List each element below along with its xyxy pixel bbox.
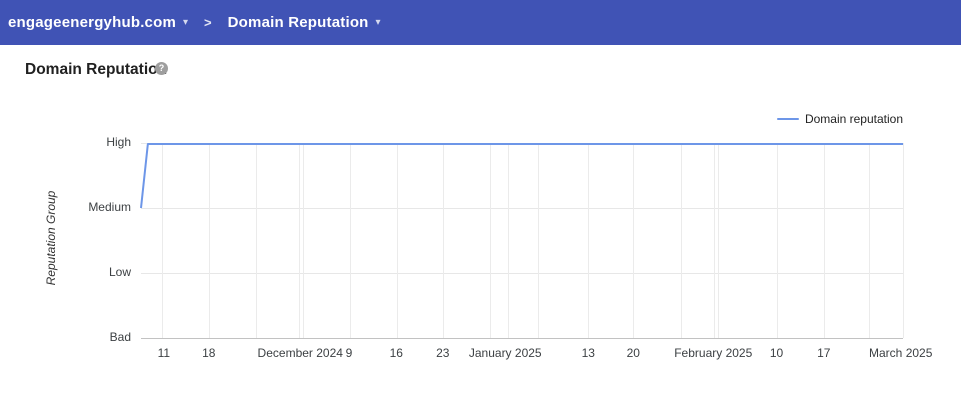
- x-axis-label: 20: [626, 346, 640, 360]
- vertical-gridline: [303, 143, 305, 338]
- x-axis-label: February 2025: [674, 346, 753, 360]
- chart-plot-area[interactable]: [140, 143, 904, 339]
- vertical-gridline: [903, 143, 904, 338]
- chevron-down-icon: ▾: [375, 16, 381, 28]
- chart-legend: Domain reputation: [776, 112, 903, 126]
- vertical-gridline: [717, 143, 719, 338]
- vertical-gridline: [508, 143, 510, 338]
- report-selector-label: Domain Reputation: [227, 14, 369, 31]
- vertical-gridline: [256, 143, 258, 338]
- vertical-gridline: [868, 143, 870, 338]
- report-selector[interactable]: Domain Reputation ▾: [228, 14, 381, 31]
- vertical-gridline: [298, 143, 300, 338]
- vertical-gridline: [633, 143, 635, 338]
- vertical-gridline: [538, 143, 539, 338]
- help-icon[interactable]: ?: [155, 62, 168, 75]
- x-axis-label: 18: [202, 346, 216, 360]
- x-axis-label: 11: [157, 346, 171, 360]
- vertical-gridline: [397, 143, 399, 338]
- y-axis-label: High: [106, 135, 131, 149]
- domain-selector-label: engageenergyhub.com: [8, 14, 177, 31]
- vertical-gridline: [349, 143, 351, 338]
- x-axis-label: 17: [817, 346, 831, 360]
- vertical-gridline: [588, 143, 590, 338]
- y-axis-label: Bad: [109, 330, 131, 344]
- x-axis-label: 23: [436, 346, 450, 360]
- vertical-gridline: [776, 143, 778, 338]
- y-axis-label: Low: [108, 265, 131, 279]
- legend-line-swatch-icon: [776, 118, 799, 120]
- domain-selector[interactable]: engageenergyhub.com ▾: [8, 14, 188, 31]
- legend-label: Domain reputation: [804, 112, 903, 126]
- x-axis-label: 13: [581, 346, 595, 360]
- horizontal-gridline: [141, 208, 903, 209]
- horizontal-gridline: [141, 273, 903, 274]
- breadcrumb-chevron-icon: >: [204, 15, 212, 30]
- x-axis-label: March 2025: [869, 346, 933, 360]
- vertical-gridline: [489, 143, 491, 338]
- vertical-gridline: [162, 143, 164, 338]
- series-line-domain-reputation: [140, 143, 903, 209]
- chevron-down-icon: ▾: [183, 16, 189, 28]
- app-header: engageenergyhub.com ▾ > Domain Reputatio…: [0, 0, 961, 45]
- vertical-gridline: [442, 143, 444, 338]
- vertical-gridline: [714, 143, 716, 338]
- x-axis-label: 16: [389, 346, 403, 360]
- page-title: Domain Reputation: [25, 61, 168, 78]
- vertical-gridline: [823, 143, 825, 338]
- vertical-gridline: [681, 143, 683, 338]
- x-axis-label: 10: [769, 346, 784, 360]
- x-axis-label: January 2025: [468, 346, 542, 360]
- vertical-gridline: [208, 143, 210, 338]
- x-axis-label: 9: [345, 346, 353, 360]
- y-axis-label: Medium: [88, 200, 131, 214]
- reputation-line-chart: [140, 143, 903, 209]
- x-axis-label: December 2024: [257, 346, 343, 360]
